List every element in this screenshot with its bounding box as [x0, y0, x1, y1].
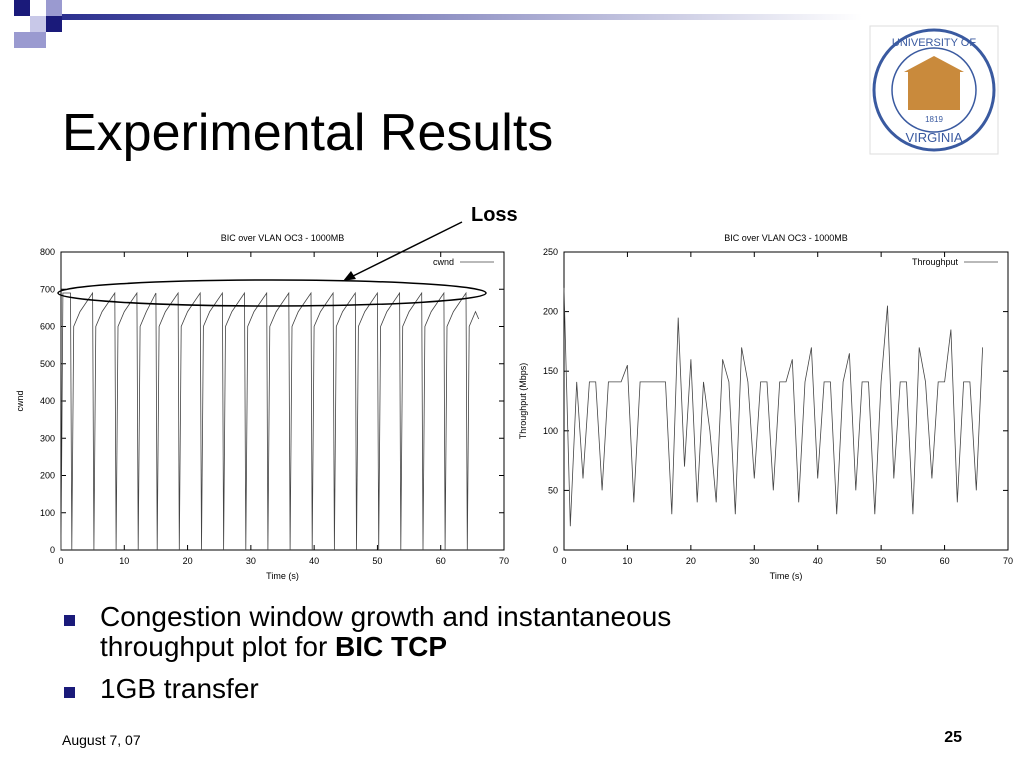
x-tick-label: 40: [813, 556, 823, 566]
chart-title: BIC over VLAN OC3 - 1000MB: [221, 233, 345, 243]
y-tick-label: 200: [40, 471, 55, 481]
y-tick-label: 200: [543, 307, 558, 317]
y-tick-label: 150: [543, 366, 558, 376]
y-axis-label: Throughput (Mbps): [518, 363, 528, 440]
x-tick-label: 30: [749, 556, 759, 566]
y-tick-label: 700: [40, 284, 55, 294]
bullet-line: Congestion window growth and instantaneo…: [100, 601, 671, 632]
data-line: [60, 291, 480, 551]
y-tick-label: 50: [548, 485, 558, 495]
x-tick-label: 20: [686, 556, 696, 566]
bullet-text: 1GB transfer: [100, 673, 259, 704]
y-tick-label: 250: [543, 247, 558, 257]
y-tick-label: 800: [40, 247, 55, 257]
x-tick-label: 70: [499, 556, 509, 566]
plot-frame: [60, 251, 505, 551]
x-tick-label: 0: [561, 556, 566, 566]
x-tick-label: 70: [1003, 556, 1013, 566]
x-tick-label: 60: [436, 556, 446, 566]
bullet-text: Congestion window growth and instantaneo…: [100, 601, 671, 632]
x-tick-label: 10: [119, 556, 129, 566]
y-tick-label: 500: [40, 359, 55, 369]
x-tick-label: 40: [309, 556, 319, 566]
x-tick-label: 50: [876, 556, 886, 566]
footer-date: August 7, 07: [62, 732, 141, 748]
bullet-marker: [64, 687, 75, 698]
y-tick-label: 300: [40, 433, 55, 443]
loss-ellipse: [57, 279, 487, 307]
annotation-arrow: [344, 221, 463, 281]
annotation: Loss: [471, 204, 518, 226]
bullet-text: throughput plot for BIC TCP: [100, 631, 447, 662]
decoration: [14, 0, 862, 48]
y-tick-label: 100: [543, 426, 558, 436]
x-tick-label: 60: [940, 556, 950, 566]
x-axis-label: Time (s): [266, 571, 299, 581]
logo-top: UNIVERSITY OF: [892, 37, 976, 49]
bullet-marker: [64, 615, 75, 626]
data-line: [563, 287, 983, 527]
x-axis-label: Time (s): [770, 571, 803, 581]
x-tick-label: 0: [58, 556, 63, 566]
logo-bottom: VIRGINIA: [905, 130, 962, 145]
plot-frame: [563, 251, 1009, 551]
bullet-line: 1GB transfer: [100, 673, 259, 704]
y-tick-label: 0: [50, 545, 55, 555]
bullet-bold: BIC TCP: [335, 631, 447, 662]
y-tick-label: 0: [553, 545, 558, 555]
legend-label: cwnd: [433, 257, 454, 267]
logo-year: 1819: [925, 115, 943, 124]
logo: UNIVERSITY OF VIRGINIA 1819: [869, 25, 999, 155]
x-tick-label: 50: [372, 556, 382, 566]
legend-label: Throughput: [912, 257, 959, 267]
y-tick-label: 100: [40, 508, 55, 518]
slide-title: Experimental Results: [62, 104, 553, 162]
page-number: 25: [944, 729, 962, 746]
chart-title: BIC over VLAN OC3 - 1000MB: [724, 233, 848, 243]
x-tick-label: 10: [622, 556, 632, 566]
x-tick-label: 20: [183, 556, 193, 566]
bullet-line: throughput plot for: [100, 631, 335, 662]
y-tick-label: 400: [40, 396, 55, 406]
y-axis-label: cwnd: [15, 390, 25, 411]
y-tick-label: 600: [40, 322, 55, 332]
x-tick-label: 30: [246, 556, 256, 566]
arrow-head: [343, 271, 356, 281]
